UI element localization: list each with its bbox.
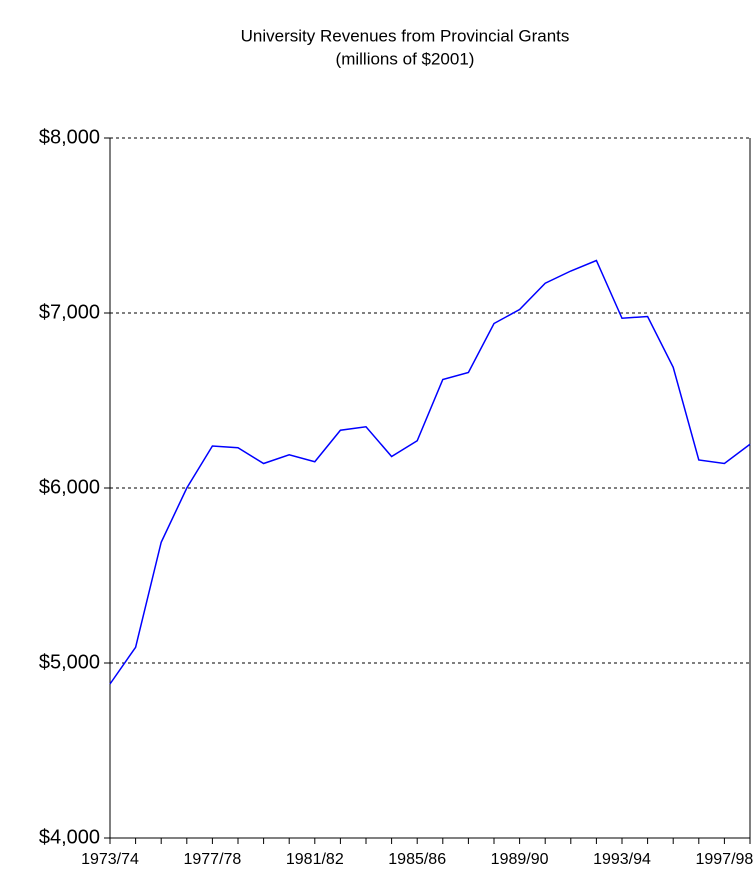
x-tick-label: 1985/86 <box>388 851 446 868</box>
y-tick-label: $6,000 <box>39 476 100 498</box>
y-tick-label: $4,000 <box>39 826 100 848</box>
y-tick-label: $8,000 <box>39 126 100 148</box>
x-tick-label: 1981/82 <box>286 851 344 868</box>
chart-title: University Revenues from Provincial Gran… <box>241 26 570 45</box>
x-tick-label: 1977/78 <box>183 851 241 868</box>
chart-subtitle: (millions of $2001) <box>336 49 475 68</box>
y-tick-label: $5,000 <box>39 651 100 673</box>
x-tick-label: 1973/74 <box>81 851 139 868</box>
x-tick-label: 1997/98 <box>695 851 753 868</box>
y-tick-label: $7,000 <box>39 301 100 323</box>
x-tick-label: 1993/94 <box>593 851 651 868</box>
data-line <box>109 259 751 685</box>
x-tick-label: 1989/90 <box>491 851 549 868</box>
